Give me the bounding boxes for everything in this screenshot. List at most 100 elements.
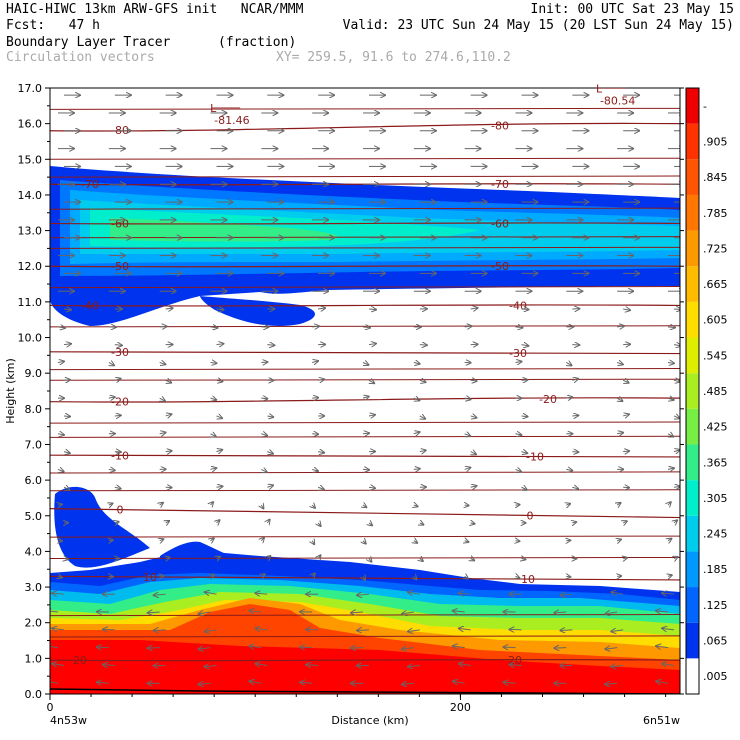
colorbar-frame [685, 87, 700, 695]
wind-vector [210, 468, 217, 469]
wind-vector [217, 557, 221, 559]
tracer-plume-5km [54, 486, 150, 568]
y-tick-label: 12.0 [18, 260, 43, 273]
wind-vector [312, 541, 314, 544]
wind-vector [414, 398, 420, 400]
wind-vector [413, 362, 420, 363]
wind-vector [57, 434, 64, 435]
contour-label: -10 [111, 449, 129, 462]
wind-vector [516, 576, 520, 577]
wind-vector [261, 398, 267, 399]
wind-vector [662, 664, 675, 666]
wind-vector [217, 416, 223, 418]
wind-vector [103, 665, 115, 666]
colorbar-swatch [686, 551, 699, 588]
wind-vector [617, 539, 621, 540]
wind-vector [312, 326, 319, 327]
y-tick-label: 17.0 [18, 82, 43, 95]
wind-vector [211, 502, 214, 505]
wind-vector [312, 361, 318, 363]
contour-label: 10 [143, 571, 157, 584]
wind-vector [656, 681, 669, 683]
wind-vector [363, 505, 366, 507]
wind-vector [572, 415, 578, 416]
wind-vector [300, 647, 313, 648]
wind-vector [674, 520, 677, 523]
wind-vector [166, 380, 172, 382]
labeled-contour-line [50, 304, 680, 307]
wind-vector [363, 576, 365, 579]
wind-vector [611, 592, 624, 594]
wind-vector [108, 469, 115, 470]
wind-vector [97, 682, 109, 683]
wind-vector [114, 415, 121, 416]
y-tick-label: 11.0 [18, 296, 43, 309]
wind-vector [459, 628, 471, 629]
wind-vector [267, 485, 273, 487]
colorbar-label: .485 [703, 385, 728, 398]
wind-vector [255, 593, 268, 594]
x-right-endpoint-label: 6n51w [643, 714, 680, 727]
vector-field-name: Circulation vectors [6, 50, 155, 65]
contour-label: -50 [491, 260, 509, 273]
colorbar-swatch [686, 587, 699, 623]
minimum-value: -81.46 [214, 114, 249, 127]
labeled-contour-line [50, 183, 680, 186]
wind-vector [668, 434, 673, 437]
wind-vector [668, 575, 672, 576]
wind-vector [369, 559, 371, 562]
wind-vector [210, 398, 217, 400]
y-tick-label: 4.0 [25, 545, 43, 558]
y-tick-label: 7.0 [25, 438, 43, 451]
wind-vector [312, 469, 318, 471]
wind-vector [521, 452, 528, 454]
contour-label: 0 [527, 509, 534, 522]
wind-vector [64, 559, 68, 560]
wind-vector [623, 451, 629, 452]
wind-vector [249, 611, 262, 612]
wind-vector [656, 646, 669, 648]
wind-vector [459, 664, 471, 666]
cross-section-endpoints: XY= 259.5, 91.6 to 274.6,110.2 [276, 50, 511, 65]
wind-vector [160, 576, 164, 577]
y-axis-label: Height (km) [4, 358, 17, 424]
wind-vector [317, 487, 324, 489]
wind-vector [617, 433, 623, 434]
wind-vector [357, 594, 370, 595]
wind-vector [566, 504, 570, 505]
wind-vector [362, 327, 370, 328]
wind-vector [300, 682, 313, 683]
labeled-contour-line [50, 658, 680, 662]
contour-label: -30 [111, 346, 129, 359]
wind-vector [205, 592, 217, 594]
upper-tail-east [200, 296, 315, 327]
contour-line [50, 107, 680, 110]
colorbar-swatch [686, 194, 699, 231]
wind-vector [211, 575, 215, 576]
colorbar-label: .605 [703, 314, 728, 327]
wind-vector [453, 681, 465, 683]
colorbar-swatch [686, 373, 699, 409]
wind-vector [402, 648, 414, 649]
wind-vector [617, 398, 622, 401]
wind-vector [199, 612, 211, 614]
wind-vector [419, 450, 426, 451]
wind-vector [413, 469, 420, 470]
wind-vector [357, 630, 370, 631]
colorbar-swatch [686, 159, 699, 195]
wind-vector [160, 398, 165, 401]
colorbar-label: .245 [703, 528, 728, 541]
colorbar-swatch [686, 123, 699, 160]
tracer-bump-feature [160, 541, 232, 560]
x-tick-label: 0 [47, 701, 54, 714]
x-left-endpoint-label: 4n53w [50, 714, 87, 727]
y-tick-label: 16.0 [18, 118, 43, 131]
wind-vector [160, 539, 164, 540]
wind-vector [623, 521, 627, 523]
wind-vector [97, 647, 109, 648]
wind-vector [611, 630, 624, 632]
wind-vector [623, 558, 627, 559]
wind-vector [261, 574, 264, 576]
wind-vector [674, 416, 680, 418]
